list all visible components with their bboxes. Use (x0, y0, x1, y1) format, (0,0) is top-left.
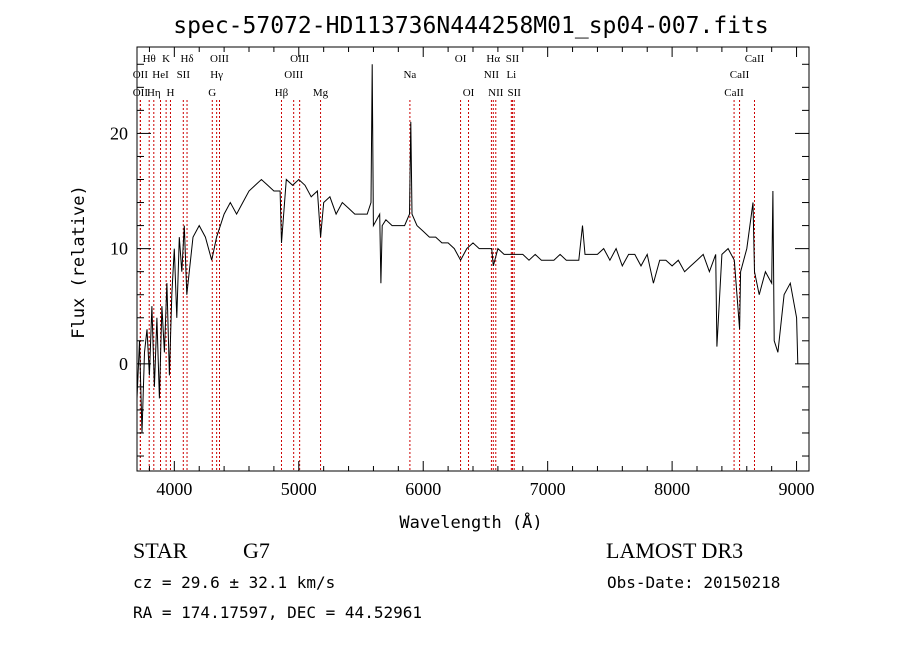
line-marker-label: NII (488, 87, 504, 99)
line-marker-label: Hδ (180, 53, 193, 65)
line-marker-label: Hγ (210, 69, 223, 81)
survey-name: LAMOST DR3 (606, 538, 744, 563)
line-marker-label: NII (484, 69, 500, 81)
obs-date: Obs-Date: 20150218 (607, 573, 781, 592)
line-marker-label: Hθ (143, 53, 156, 65)
y-tick-label: 20 (110, 123, 128, 143)
line-marker-label: OII (133, 87, 149, 99)
plot-frame (136, 46, 810, 472)
line-marker-label: Hβ (275, 87, 289, 99)
x-axis-label: Wavelength (Å) (399, 511, 542, 533)
x-tick-label: 5000 (281, 479, 317, 499)
line-marker-label: K (162, 53, 170, 65)
y-tick-label: 0 (119, 354, 128, 374)
x-tick-label: 8000 (654, 479, 690, 499)
coordinates: RA = 174.17597, DEC = 44.52961 (133, 603, 422, 622)
line-marker-label: Li (506, 69, 516, 81)
line-marker-label: OIII (284, 69, 303, 81)
line-marker-label: SII (507, 87, 521, 99)
line-marker-label: CaII (730, 69, 750, 81)
line-marker-label: CaII (724, 87, 744, 99)
line-marker-label: Na (403, 69, 416, 81)
line-marker-label: H (166, 87, 174, 99)
spectral-subclass: G7 (243, 538, 270, 563)
object-type: STAR (133, 538, 188, 563)
chart-title: spec-57072-HD113736N444258M01_sp04-007.f… (173, 13, 768, 39)
spectrum-series (136, 64, 799, 434)
line-marker-label: SII (177, 69, 191, 81)
y-axis-label: Flux (relative) (69, 185, 89, 339)
x-tick-label: 9000 (779, 479, 815, 499)
line-marker-label: SII (506, 53, 520, 65)
line-marker-label: Hα (486, 53, 500, 65)
line-marker-label: OIII (210, 53, 229, 65)
line-marker-label: OI (455, 53, 467, 65)
x-tick-label: 4000 (156, 479, 192, 499)
x-tick-label: 7000 (530, 479, 566, 499)
line-marker-label: HeI (152, 69, 169, 81)
line-marker-label: CaII (745, 53, 765, 65)
line-marker-label: Hη (147, 87, 161, 99)
line-marker-label: OIII (290, 53, 309, 65)
line-marker-label: G (208, 87, 216, 99)
line-marker-label: OII (133, 69, 149, 81)
line-marker-label: Mg (313, 87, 329, 99)
y-tick-label: 10 (110, 239, 128, 259)
x-tick-label: 6000 (405, 479, 441, 499)
line-marker-label: OI (463, 87, 475, 99)
redshift-text: cz = 29.6 ± 32.1 km/s (133, 573, 336, 592)
